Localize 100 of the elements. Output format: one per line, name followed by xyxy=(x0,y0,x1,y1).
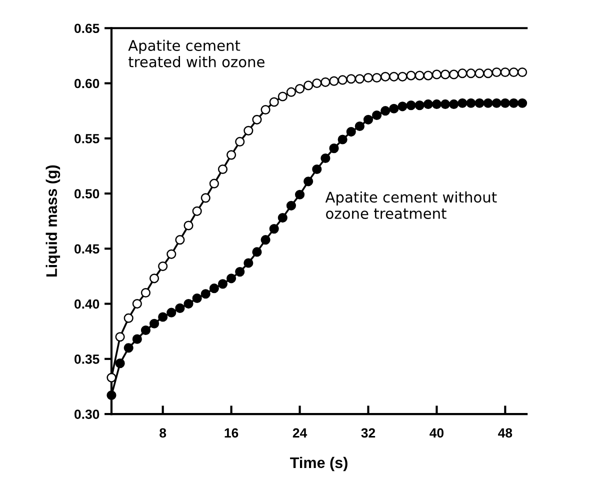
point xyxy=(466,68,476,78)
x-tick-label: 24 xyxy=(292,428,308,438)
point xyxy=(432,70,442,80)
y-tick-label: 0.30 xyxy=(74,410,100,419)
point xyxy=(380,72,390,82)
point xyxy=(252,114,262,124)
point xyxy=(244,258,254,268)
point xyxy=(458,68,468,78)
point xyxy=(449,99,459,110)
point xyxy=(492,98,502,108)
x-tick-label: 40 xyxy=(430,428,444,438)
point xyxy=(304,80,314,90)
point xyxy=(294,84,305,94)
point xyxy=(458,98,468,108)
point xyxy=(389,104,399,114)
point xyxy=(235,136,245,146)
point xyxy=(286,87,296,97)
point xyxy=(175,235,185,245)
point xyxy=(346,74,356,84)
point xyxy=(286,200,296,210)
point xyxy=(492,67,502,78)
point xyxy=(115,358,125,368)
point xyxy=(226,274,236,284)
y-tick-label: 0.55 xyxy=(74,134,100,144)
point xyxy=(140,288,151,298)
y-tick-label: 0.50 xyxy=(74,189,100,198)
y-tick-label: 0.65 xyxy=(74,24,100,34)
point xyxy=(200,289,210,299)
point xyxy=(278,212,288,223)
point xyxy=(269,97,279,107)
point xyxy=(269,224,279,234)
point xyxy=(218,164,228,174)
point xyxy=(432,99,442,110)
point xyxy=(372,72,382,83)
point xyxy=(474,98,484,108)
point xyxy=(209,178,219,188)
point xyxy=(500,98,510,108)
point xyxy=(363,72,374,83)
point xyxy=(166,308,176,318)
point xyxy=(320,77,330,87)
y-tick-label: 0.40 xyxy=(74,299,100,309)
point xyxy=(440,70,450,80)
point xyxy=(106,372,116,382)
y-tick-label: 0.35 xyxy=(74,354,100,364)
point xyxy=(158,262,168,272)
x-tick-label: 16 xyxy=(224,428,238,438)
point xyxy=(124,343,134,353)
point xyxy=(398,102,408,112)
point xyxy=(304,176,314,186)
point xyxy=(466,98,476,108)
y-axis-title: Liquid mass (g) xyxy=(46,165,60,277)
point xyxy=(483,68,493,78)
x-tick-label: 8 xyxy=(160,428,166,438)
point xyxy=(414,100,424,110)
point xyxy=(106,390,116,400)
x-tick-label: 48 xyxy=(498,428,512,438)
point xyxy=(329,144,339,154)
point xyxy=(338,75,348,85)
point xyxy=(508,67,519,78)
point xyxy=(449,70,459,80)
point xyxy=(149,274,160,284)
point xyxy=(149,318,160,328)
x-axis-title: Time (s) xyxy=(290,456,348,472)
point xyxy=(354,121,364,132)
point xyxy=(175,303,185,313)
point xyxy=(406,70,416,80)
y-tick-label: 0.45 xyxy=(74,244,100,254)
point xyxy=(312,78,322,88)
point xyxy=(363,114,374,124)
point xyxy=(440,99,450,110)
point xyxy=(115,332,125,342)
point xyxy=(278,92,288,102)
point xyxy=(158,312,168,322)
point xyxy=(406,100,416,110)
point xyxy=(235,267,245,277)
point xyxy=(380,106,390,116)
point xyxy=(346,126,356,137)
point xyxy=(500,67,510,78)
point xyxy=(260,104,270,115)
point xyxy=(312,164,322,174)
point xyxy=(518,67,528,78)
point xyxy=(209,284,219,294)
point xyxy=(354,74,364,84)
point xyxy=(414,70,424,80)
point xyxy=(423,99,433,110)
point xyxy=(132,334,142,344)
point xyxy=(192,293,202,304)
point xyxy=(184,298,194,309)
point xyxy=(294,190,305,200)
point xyxy=(244,126,254,136)
point xyxy=(398,72,408,82)
text: Apatite cement treated with ozone xyxy=(128,40,264,68)
point xyxy=(124,313,134,323)
point xyxy=(474,68,484,78)
point xyxy=(389,72,399,82)
point xyxy=(518,98,528,108)
point xyxy=(226,150,236,160)
point xyxy=(218,279,228,289)
point xyxy=(200,193,210,203)
point xyxy=(192,206,202,216)
